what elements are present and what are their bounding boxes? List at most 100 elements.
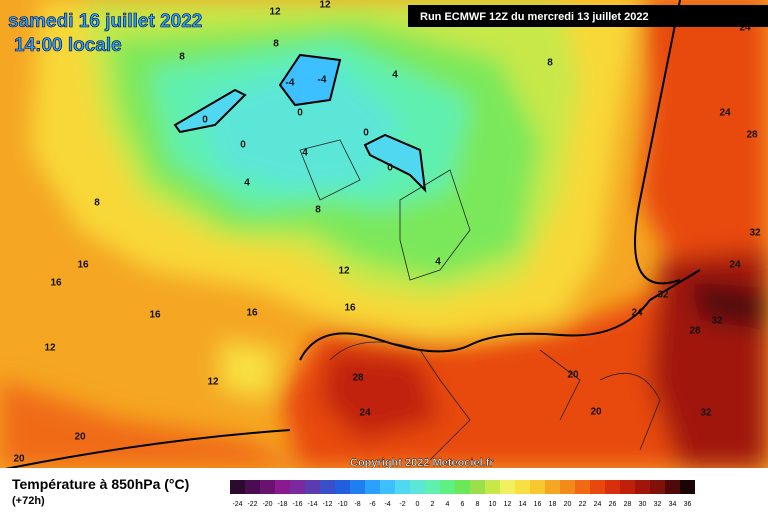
- colorbar-swatch: [515, 480, 530, 494]
- contour-label: 8: [273, 39, 279, 50]
- contour-label: 8: [94, 198, 100, 209]
- colorbar-label: -14: [307, 501, 317, 508]
- colorbar-label: -16: [292, 501, 302, 508]
- colorbar-swatch: [590, 480, 605, 494]
- colorbar-label: -8: [354, 501, 360, 508]
- colorbar-label: 32: [654, 501, 662, 508]
- run-info: Run ECMWF 12Z du mercredi 13 juillet 202…: [420, 11, 649, 23]
- colorbar-swatch: [470, 480, 485, 494]
- lead-time: (+72h): [12, 495, 45, 507]
- colorbar-swatch: [425, 480, 440, 494]
- colorbar-swatch: [620, 480, 635, 494]
- colorbar-swatch: [680, 480, 695, 494]
- colorbar-swatch: [350, 480, 365, 494]
- contour-label: 16: [149, 310, 161, 321]
- colorbar-label: -2: [399, 501, 405, 508]
- contour-label: 20: [590, 407, 602, 418]
- contour-label: 28: [352, 373, 364, 384]
- contour-label: 16: [77, 260, 89, 271]
- colorbar-label: 22: [579, 501, 587, 508]
- colorbar-swatch: [635, 480, 650, 494]
- colorbar-label: 28: [624, 501, 632, 508]
- colorbar-label: 2: [431, 501, 435, 508]
- colorbar-swatch: [545, 480, 560, 494]
- colorbar-label: 36: [684, 501, 692, 508]
- colorbar-label: -22: [247, 501, 257, 508]
- colorbar-label: 18: [549, 501, 557, 508]
- contour-label: 0: [240, 140, 246, 151]
- colorbar-label: -12: [322, 501, 332, 508]
- colorbar-label: 0: [416, 501, 420, 508]
- colorbar-label: -20: [262, 501, 272, 508]
- contour-label: 32: [711, 316, 723, 327]
- colorbar-label: -18: [277, 501, 287, 508]
- contour-label: 20: [74, 432, 86, 443]
- contour-label: 4: [302, 148, 308, 159]
- colorbar-label: 14: [519, 501, 527, 508]
- contour-label: 20: [567, 370, 579, 381]
- contour-label: 8: [179, 52, 185, 63]
- contour-label: 12: [338, 266, 350, 277]
- colorbar-swatch: [395, 480, 410, 494]
- forecast-date: samedi 16 juillet 2022: [8, 11, 202, 32]
- contour-label: 0: [297, 108, 303, 119]
- colorbar-label: 26: [609, 501, 617, 508]
- colorbar-label: -6: [369, 501, 375, 508]
- colorbar-label: 30: [639, 501, 647, 508]
- contour-label: 24: [631, 308, 643, 319]
- contour-label: -4: [286, 78, 295, 89]
- colorbar-label: 34: [669, 501, 677, 508]
- colorbar-swatch: [275, 480, 290, 494]
- colorbar-swatch: [455, 480, 470, 494]
- colorbar-swatch: [440, 480, 455, 494]
- colorbar-label: 10: [489, 501, 497, 508]
- contour-label: 28: [689, 326, 701, 337]
- contour-label: 24: [729, 260, 741, 271]
- contour-label: 8: [315, 205, 321, 216]
- colorbar-label: 24: [594, 501, 602, 508]
- colorbar-swatch: [500, 480, 515, 494]
- contour-label: 20: [13, 454, 25, 465]
- colorbar-swatch: [485, 480, 500, 494]
- run-banner: [408, 5, 768, 27]
- colorbar-swatch: [290, 480, 305, 494]
- colorbar-swatch: [380, 480, 395, 494]
- contour-label: 16: [344, 303, 356, 314]
- colorbar-swatch: [230, 480, 245, 494]
- colorbar-label: -24: [232, 501, 242, 508]
- colorbar-swatch: [245, 480, 260, 494]
- colorbar-label: -4: [384, 501, 390, 508]
- colorbar-label: 12: [504, 501, 512, 508]
- colorbar-swatch: [605, 480, 620, 494]
- colorbar-label: 4: [446, 501, 450, 508]
- contour-label: 16: [50, 278, 62, 289]
- colorbar: -24 -22 -20 -18 -16 -14 -12 -10 -8 -6 -4 -2 0 2 4 6 8 10 1…: [230, 480, 695, 508]
- colorbar-swatch: [650, 480, 665, 494]
- colorbar-label: 16: [534, 501, 542, 508]
- colorbar-label: 6: [461, 501, 465, 508]
- contour-label: 12: [207, 377, 219, 388]
- colorbar-swatch: [665, 480, 680, 494]
- colorbar-swatch: [320, 480, 335, 494]
- contour-label: 16: [246, 308, 258, 319]
- contour-label: 0: [202, 115, 208, 126]
- colorbar-label: 8: [476, 501, 480, 508]
- contour-labels: 12 12 8 8 0 -4 -4 0 0 0 0 4 4 4 4 8 8 8 12 12 12 16 16 16 16 16 20…: [13, 0, 761, 465]
- colorbar-label: 20: [564, 501, 572, 508]
- contour-label: 12: [319, 0, 331, 11]
- colorbar-swatch: [530, 480, 545, 494]
- colorbar-swatch: [305, 480, 320, 494]
- contour-label: 12: [44, 343, 56, 354]
- contour-label: 4: [244, 178, 250, 189]
- colorbar-swatch: [575, 480, 590, 494]
- colorbar-label: -10: [337, 501, 347, 508]
- contour-label: 28: [746, 130, 758, 141]
- contour-label: 8: [547, 58, 553, 69]
- contour-label: 24: [719, 108, 731, 119]
- colorbar-swatch: [335, 480, 350, 494]
- contour-label: 32: [657, 290, 669, 301]
- contour-label: 32: [749, 228, 761, 239]
- contour-label: 4: [392, 70, 398, 81]
- contour-label: -4: [318, 75, 327, 86]
